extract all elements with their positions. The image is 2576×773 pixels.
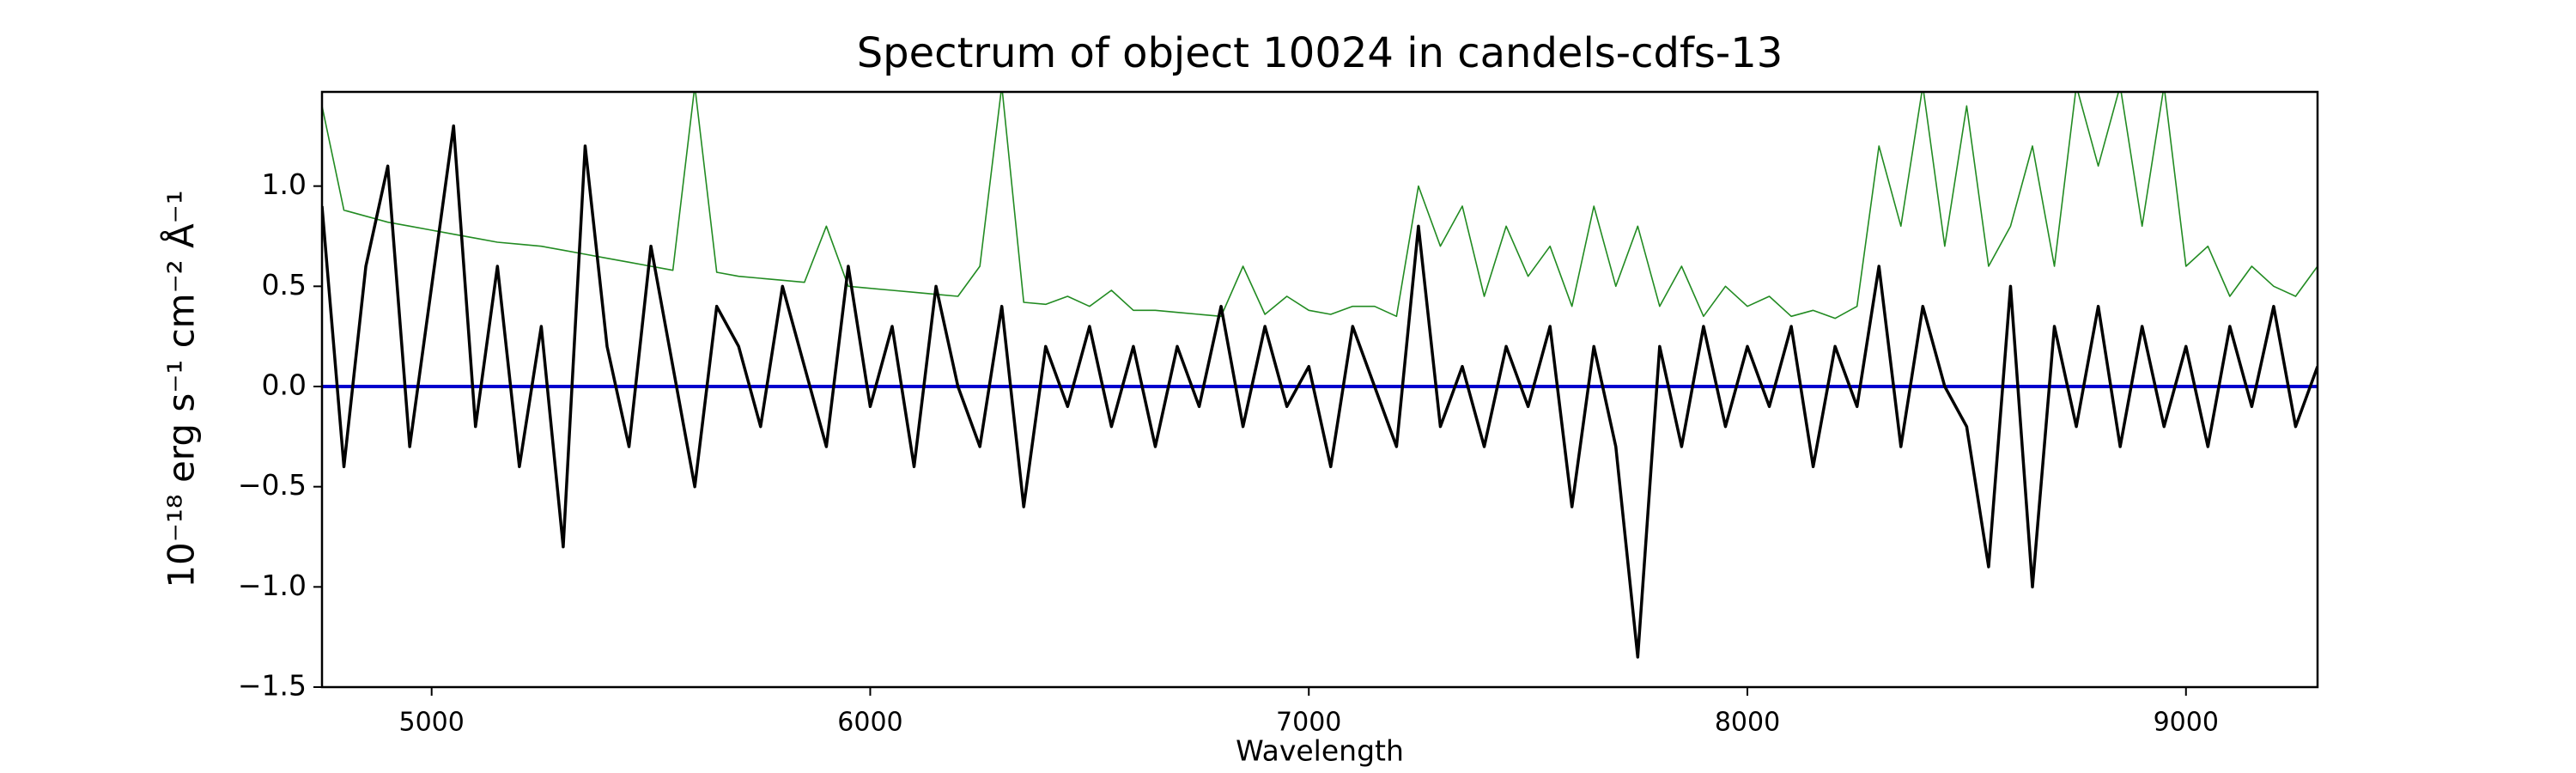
x-tick-label: 7000 <box>1276 708 1341 738</box>
y-tick-label: 0.5 <box>262 268 307 301</box>
plot-area <box>322 92 2318 659</box>
y-tick-label: −1.0 <box>238 569 307 602</box>
x-tick-label: 6000 <box>837 708 902 738</box>
y-tick-label: −1.5 <box>238 669 307 703</box>
y-tick-label: 0.0 <box>262 368 307 402</box>
y-axis-label: 10⁻¹⁸ erg s⁻¹ cm⁻² Å⁻¹ <box>160 190 203 587</box>
y-tick-label: −0.5 <box>238 468 307 502</box>
axes-frame <box>320 90 2319 689</box>
x-tick-label: 8000 <box>1715 708 1780 738</box>
y-tick-label: 1.0 <box>262 167 307 201</box>
x-axis-label: Wavelength <box>1236 734 1404 768</box>
chart-title: Spectrum of object 10024 in candels-cdfs… <box>857 29 1783 77</box>
spectrum-line <box>322 124 2318 659</box>
x-tick-label: 9000 <box>2154 708 2219 738</box>
x-tick-label: 5000 <box>399 708 465 738</box>
